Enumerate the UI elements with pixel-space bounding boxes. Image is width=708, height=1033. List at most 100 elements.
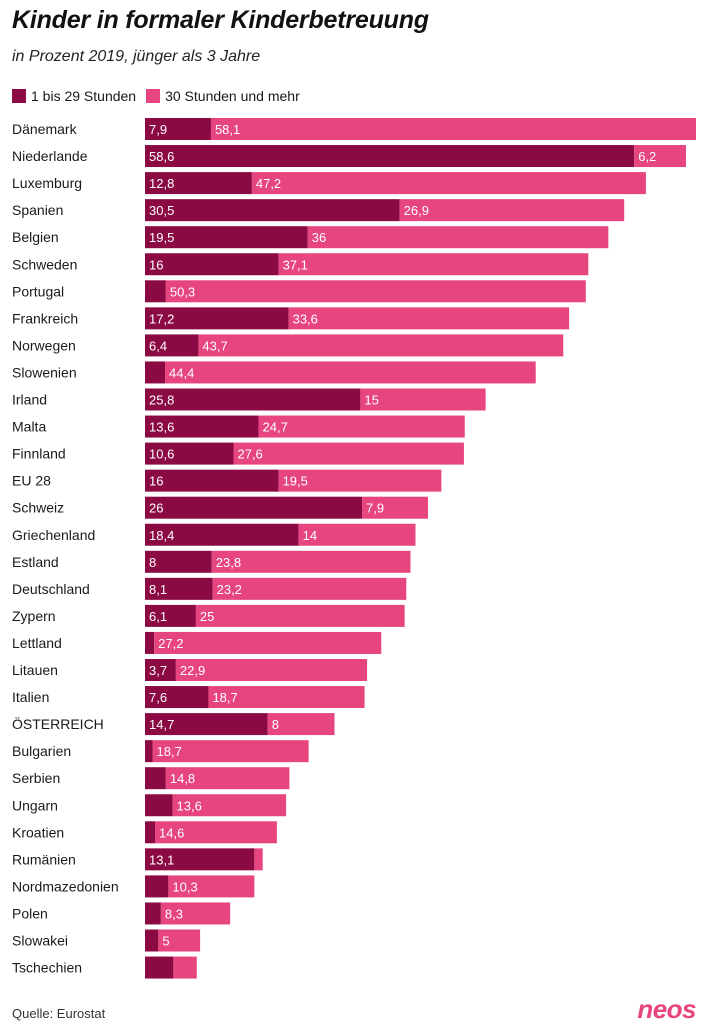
data-label: 8,1 [149, 582, 167, 597]
category-label: Italien [12, 689, 49, 705]
bar-segment-2 [360, 388, 486, 411]
category-label: Slowakei [12, 933, 68, 949]
data-label: 14,6 [159, 825, 184, 840]
category-label: Luxemburg [12, 175, 82, 191]
data-label: 6,1 [149, 609, 167, 624]
bar-segment-1 [145, 361, 166, 384]
bar-segment-1 [145, 631, 155, 654]
bar-segment-2 [233, 442, 464, 465]
chart-subtitle: in Prozent 2019, jünger als 3 Jahre [12, 48, 261, 65]
bar-segment-2 [173, 956, 197, 979]
bar-segment-1 [145, 496, 363, 519]
bar-segment-1 [145, 388, 361, 411]
data-label: 15 [364, 393, 378, 408]
category-label: Portugal [12, 283, 64, 299]
data-label: 13,1 [149, 852, 174, 867]
bar-segment-1 [145, 577, 213, 600]
category-label: Estland [12, 554, 59, 570]
bar-segment-2 [362, 496, 429, 519]
bar-segment-1 [145, 848, 255, 871]
category-label: Nordmazedonien [12, 878, 119, 894]
bar-segment-2 [212, 577, 407, 600]
legend-item-series1: 1 bis 29 Stunden [12, 88, 136, 104]
bar-segment-1 [145, 172, 252, 195]
bar-segment-1 [145, 226, 308, 249]
data-label: 10,3 [172, 879, 197, 894]
data-label: 16 [149, 257, 163, 272]
bar-segment-2 [172, 794, 287, 817]
data-label: 6,4 [149, 338, 167, 353]
bar-segment-1 [145, 659, 176, 681]
bar-segment-2 [634, 145, 686, 168]
bar-segment-1 [145, 713, 268, 736]
bar-segment-1 [145, 280, 166, 303]
data-label: 19,5 [149, 230, 174, 245]
data-label: 33,6 [293, 311, 318, 326]
data-label: 47,2 [256, 176, 281, 191]
data-label: 7,9 [366, 501, 384, 516]
bar-segment-2 [399, 199, 625, 222]
data-label: 43,7 [202, 338, 227, 353]
bar-segment-2 [251, 172, 646, 195]
category-label: Tschechien [12, 960, 82, 976]
bar-segment-2 [165, 280, 586, 303]
data-label: 37,1 [283, 257, 308, 272]
data-label: 13,6 [177, 798, 202, 813]
bar-segment-2 [211, 550, 411, 573]
data-label: 30,5 [149, 203, 174, 218]
category-label: Griechenland [12, 527, 95, 543]
bar-segment-1 [145, 334, 199, 357]
data-label: 17,2 [149, 311, 174, 326]
data-label: 10,6 [149, 447, 174, 462]
data-label: 7,6 [149, 690, 167, 705]
source-note: Quelle: Eurostat [12, 1006, 106, 1021]
bar-segment-1 [145, 523, 299, 546]
bar-segment-2 [160, 902, 231, 925]
data-label: 3,7 [149, 663, 167, 678]
bar-segment-1 [145, 821, 156, 844]
data-label: 8 [272, 717, 279, 732]
data-label: 23,2 [217, 582, 242, 597]
bar-segment-2 [154, 631, 382, 654]
bar-segment-1 [145, 902, 161, 925]
category-label: Norwegen [12, 337, 76, 353]
category-label: EU 28 [12, 473, 51, 489]
bar-segment-1 [145, 794, 173, 817]
bar-segment-1 [145, 740, 153, 763]
data-label: 6,2 [638, 149, 656, 164]
bar-segment-2 [307, 226, 609, 249]
bar-segment-2 [158, 929, 201, 952]
category-label: Frankreich [12, 310, 78, 326]
bar-segment-1 [145, 956, 174, 979]
data-label: 7,9 [149, 122, 167, 137]
category-label: Deutschland [12, 581, 90, 597]
data-label: 27,6 [237, 447, 262, 462]
bar-segment-1 [145, 686, 209, 709]
category-label: Niederlande [12, 148, 88, 164]
category-label: Slowenien [12, 364, 77, 380]
data-label: 25 [200, 609, 214, 624]
data-label: 58,1 [215, 122, 240, 137]
bar-segment-2 [165, 361, 536, 384]
bar-segment-2 [258, 415, 465, 438]
bar-segment-2 [267, 713, 335, 736]
legend-label-series1: 1 bis 29 Stunden [31, 88, 137, 104]
bar-segment-2 [152, 740, 309, 763]
category-label: Polen [12, 905, 48, 921]
data-label: 23,8 [216, 555, 241, 570]
data-label: 14,7 [149, 717, 174, 732]
data-label: 14 [303, 528, 317, 543]
category-label: Schweiz [12, 500, 64, 516]
category-label: Finnland [12, 446, 66, 462]
category-label: Kroatien [12, 824, 64, 840]
category-label: Rumänien [12, 851, 76, 867]
category-label: Lettland [12, 635, 62, 651]
data-label: 18,4 [149, 528, 174, 543]
bar-segment-2 [165, 767, 290, 790]
bar-segment-1 [145, 875, 169, 898]
bar-segment-2 [208, 686, 365, 709]
bar-segment-2 [288, 307, 570, 330]
category-label: Malta [12, 419, 46, 435]
data-label: 18,7 [212, 690, 237, 705]
legend-swatch-series2 [146, 89, 161, 103]
